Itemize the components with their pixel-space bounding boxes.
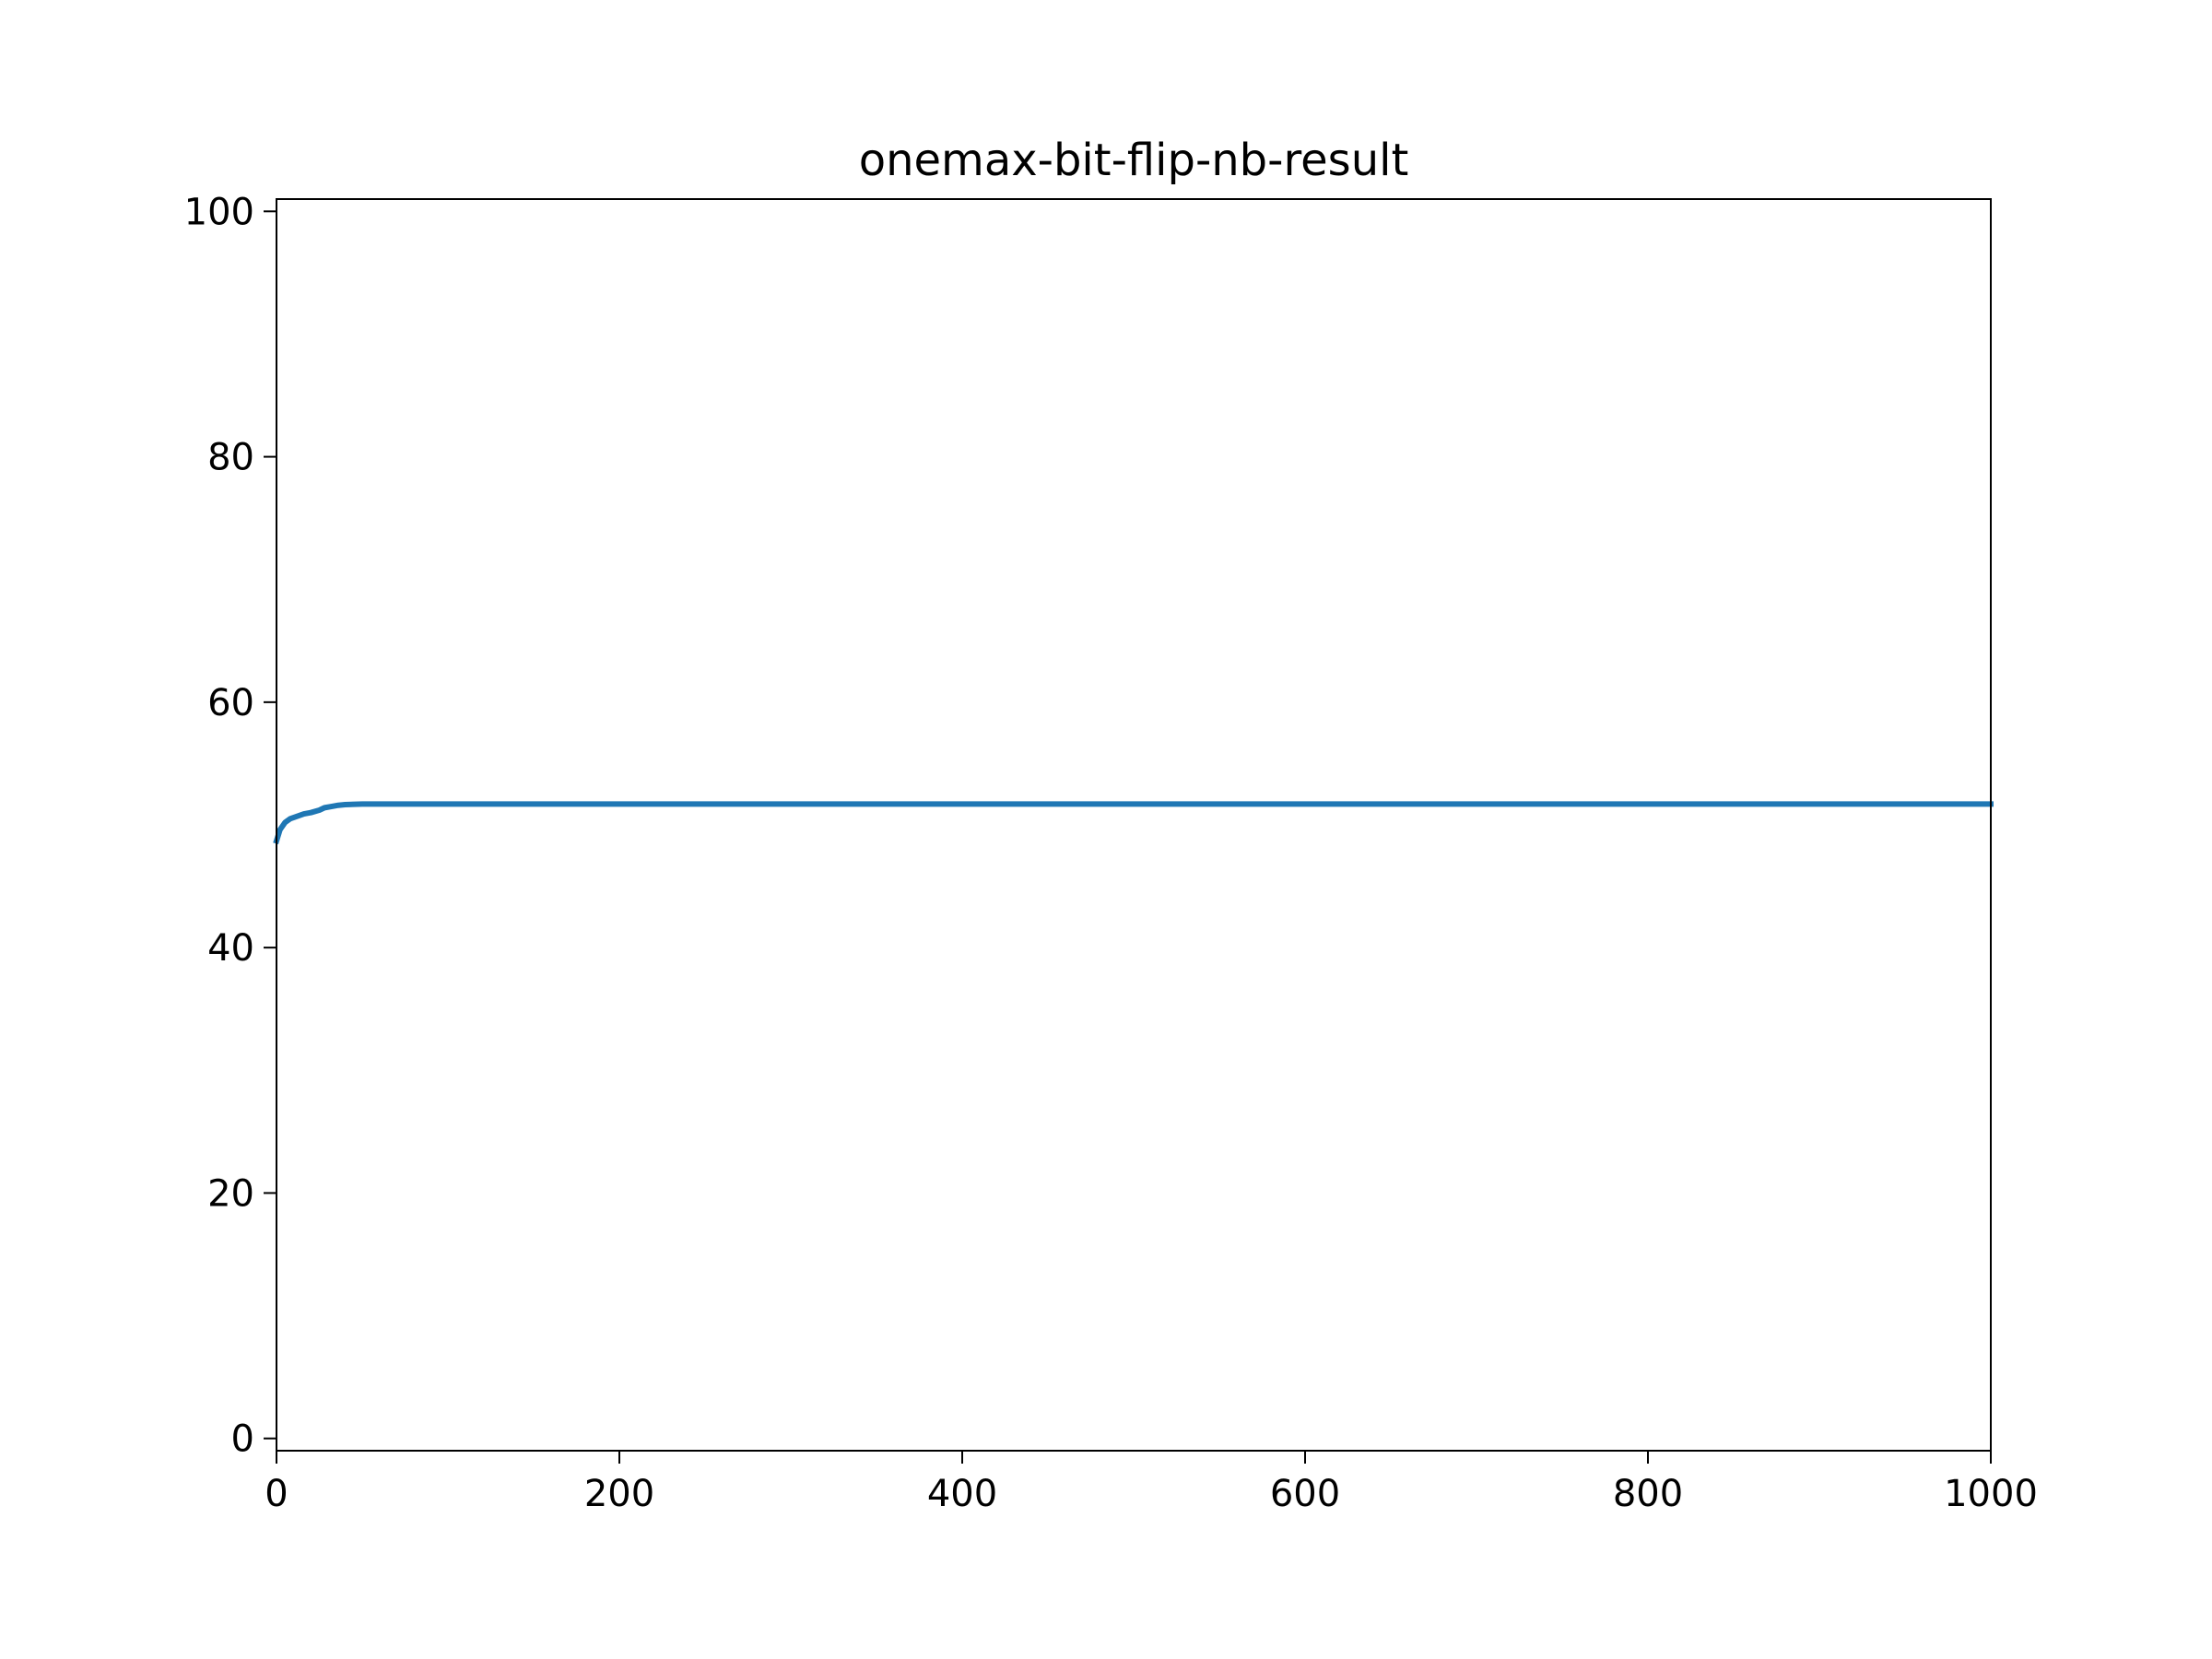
plot-area	[276, 199, 1991, 1451]
x-tick-label: 400	[927, 1473, 997, 1515]
y-tick-label: 80	[207, 437, 254, 479]
chart-title: onemax-bit-flip-nb-result	[859, 135, 1409, 186]
series-line	[273, 801, 1994, 845]
y-tick-label: 100	[184, 191, 254, 233]
x-tick-label: 0	[265, 1473, 288, 1515]
y-tick-label: 0	[231, 1418, 254, 1461]
x-tick-label: 1000	[1944, 1473, 2038, 1515]
x-tick-label: 200	[584, 1473, 654, 1515]
x-axis: 0 200 400 600 800 1000	[265, 1451, 2038, 1515]
y-tick-label: 20	[207, 1172, 254, 1215]
x-tick-label: 800	[1613, 1473, 1683, 1515]
plot-frame	[276, 198, 1992, 1452]
y-tick-label: 60	[207, 682, 254, 724]
y-tick-label: 40	[207, 927, 254, 970]
series-layer	[273, 801, 1994, 845]
x-tick-label: 600	[1270, 1473, 1340, 1515]
y-axis: 0 20 40 60 80 100	[184, 191, 276, 1461]
